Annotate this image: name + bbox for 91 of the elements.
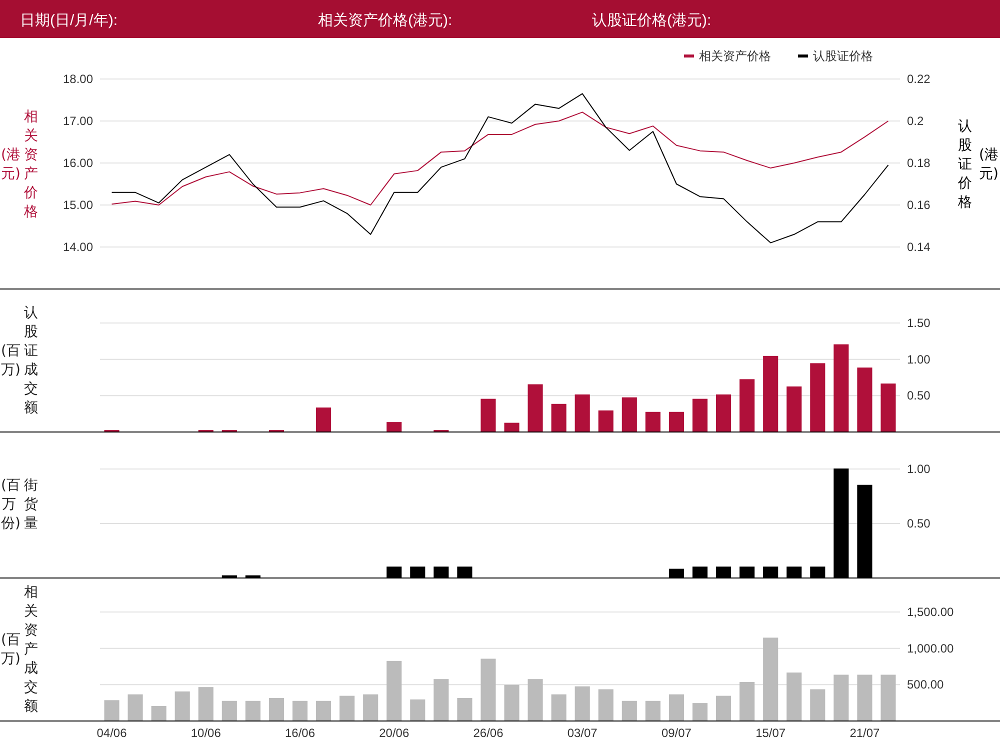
y2-tick-label: 1,000.00 [907,641,954,656]
header: 日期(日/月/年): 相关资产价格(港元): 认股证价格(港元): [0,0,1000,38]
x-tick-label: 15/07 [756,726,786,740]
y2-tick-label: 1.00 [907,352,931,366]
bar [268,698,284,720]
bar [292,700,308,720]
bar [457,698,472,720]
bar [810,363,826,432]
axis-title: 相关资产价格 [23,108,39,222]
bar [574,394,590,432]
bar [316,700,332,720]
bar [480,398,496,432]
axis-title: 认股证成交额 [23,304,39,418]
bar [128,694,143,720]
bar [834,344,849,432]
x-tick-label: 26/06 [473,726,504,740]
x-tick-label: 21/07 [850,726,880,740]
bar [222,700,237,720]
bar [763,638,778,720]
bar [551,404,566,432]
bar [174,691,190,720]
y2-tick-label: 1.50 [907,316,931,330]
bar [622,397,637,432]
axis-title: 街货量 [23,476,39,534]
bar [340,696,355,720]
y2-tick-label: 0.16 [907,198,931,212]
bar [857,674,872,720]
y-tick-label: 15.00 [62,198,94,212]
bar [740,379,755,432]
y2-tick-label: 0.50 [907,388,931,403]
bar [386,422,402,432]
bar [480,658,496,720]
bar [528,384,543,432]
bar [786,672,802,720]
y-tick-label: 16.00 [62,156,94,170]
y-tick-label: 18.00 [62,72,94,86]
bar [716,394,732,432]
bar [434,679,449,720]
line-series [111,93,889,244]
bar [692,398,708,432]
x-tick-label: 20/06 [379,726,410,740]
bar [763,356,778,432]
bar [645,700,660,720]
x-tick-label: 16/06 [284,726,316,740]
bar [104,700,120,720]
bar [810,689,826,720]
y-tick-label: 14.00 [62,240,94,254]
y2-tick-label: 0.2 [907,114,924,128]
bar [645,412,660,432]
x-tick-label: 09/07 [661,726,692,740]
bar [528,679,543,720]
y-tick-label: 17.00 [62,114,94,128]
bar [504,684,520,720]
axis-title: 相关资产成交额 [23,583,39,716]
axis-title: 认股证价格 [957,117,973,212]
legend-label: 相关资产价格 [699,49,771,63]
bar [834,674,849,720]
bar [668,412,684,432]
line-series [111,112,889,206]
y2-tick-label: 500.00 [907,678,944,692]
x-tick-label: 10/06 [190,726,222,740]
bar [692,703,708,720]
bar [598,689,614,720]
bar [198,687,214,720]
bar [363,694,378,720]
bar [410,699,426,720]
bar [151,706,166,720]
y2-tick-label: 1,500.00 [907,605,954,619]
y2-tick-label: 0.18 [907,156,931,170]
y2-tick-label: 1.00 [907,462,931,476]
bar [245,700,260,720]
y2-tick-label: 0.14 [907,240,931,254]
x-tick-label: 03/07 [567,726,598,740]
bar [668,694,684,720]
y2-tick-label: 0.22 [907,72,931,86]
bar [622,700,637,720]
bar [880,674,896,720]
y2-tick-label: 0.50 [907,516,931,530]
bar [740,682,755,720]
x-tick-label: 04/06 [96,726,128,740]
bar [857,368,872,432]
bar [716,696,732,720]
bar [880,384,896,432]
bar [551,694,566,720]
bar [574,686,590,720]
bar [316,408,332,432]
bar [504,422,520,432]
bar [598,410,614,432]
bar [786,386,802,432]
bar [386,660,402,720]
legend-label: 认股证价格 [813,49,873,63]
